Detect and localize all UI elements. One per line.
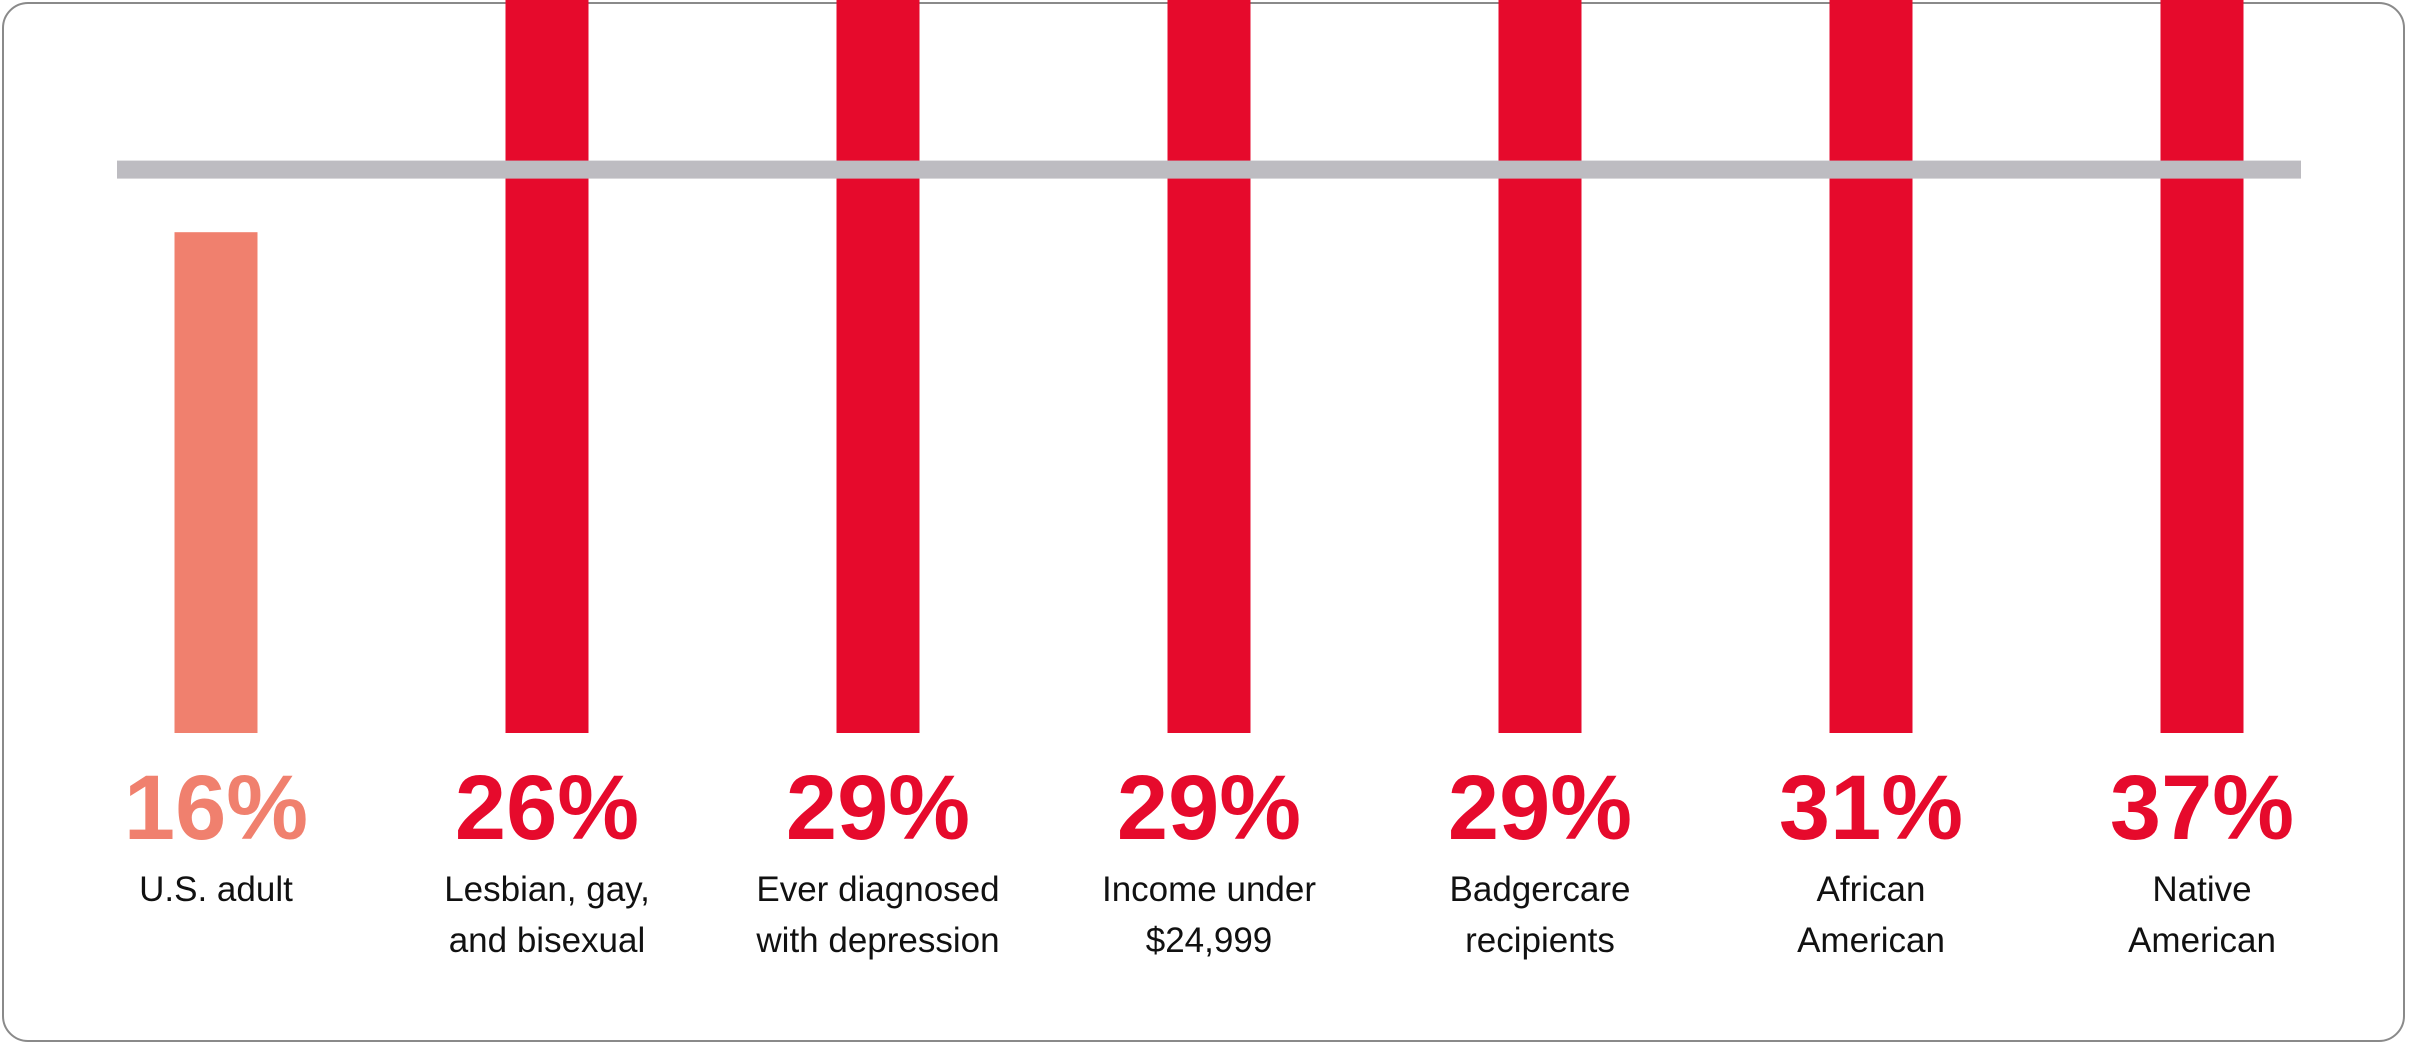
bar-7 <box>2160 0 2244 733</box>
category-label-2-line-2: and bisexual <box>449 921 646 960</box>
category-label-6-line-1: African <box>1817 870 1926 909</box>
bars-group <box>174 0 2244 734</box>
labels-group: 16% U.S. adult 26% Lesbian, gay, and bisexua… <box>124 757 2294 960</box>
category-label-4-line-2: $24,999 <box>1146 921 1273 960</box>
value-label-6: 31% <box>1779 757 1963 859</box>
category-label-1-line-1: U.S. adult <box>139 870 293 909</box>
value-label-5: 29% <box>1448 757 1632 859</box>
value-label-3: 29% <box>786 757 970 859</box>
bar-5 <box>1498 0 1582 734</box>
bar-6 <box>1829 0 1913 733</box>
category-label-7-line-2: American <box>2128 921 2276 960</box>
category-label-6-line-2: American <box>1797 921 1945 960</box>
category-label-5-line-2: recipients <box>1465 921 1615 960</box>
category-label-3-line-2: with depression <box>755 921 999 960</box>
bar-2 <box>505 0 589 733</box>
bar-4 <box>1167 0 1251 734</box>
value-label-7: 37% <box>2110 757 2294 859</box>
value-label-4: 29% <box>1117 757 1301 859</box>
bar-1 <box>174 232 258 733</box>
value-label-1: 16% <box>124 757 308 859</box>
category-label-3-line-1: Ever diagnosed <box>756 870 999 909</box>
category-label-2-line-1: Lesbian, gay, <box>444 870 650 909</box>
reference-line <box>117 160 2301 179</box>
bar-3 <box>836 0 920 734</box>
value-label-2: 26% <box>455 757 639 859</box>
category-label-5-line-1: Badgercare <box>1450 870 1631 909</box>
category-label-7-line-1: Native <box>2152 870 2251 909</box>
category-label-4-line-1: Income under <box>1102 870 1316 909</box>
